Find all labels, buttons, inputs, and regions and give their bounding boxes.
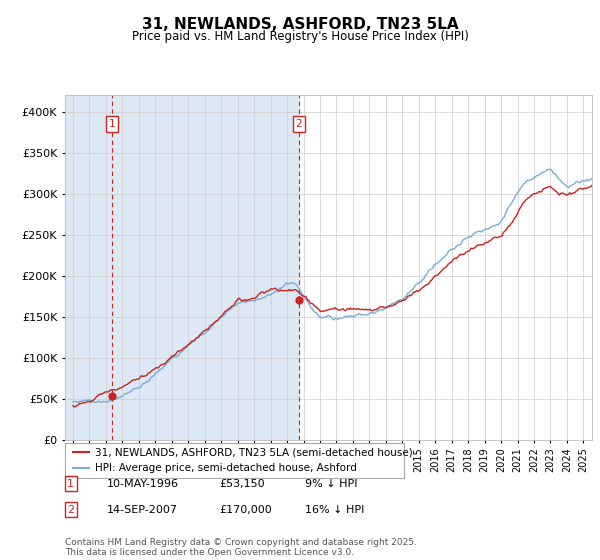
Text: 2: 2 [295, 119, 302, 129]
Text: 1: 1 [109, 119, 115, 129]
Text: £170,000: £170,000 [219, 505, 272, 515]
Text: HPI: Average price, semi-detached house, Ashford: HPI: Average price, semi-detached house,… [95, 463, 357, 473]
Text: 16% ↓ HPI: 16% ↓ HPI [305, 505, 364, 515]
Text: 1: 1 [67, 479, 74, 489]
Text: 10-MAY-1996: 10-MAY-1996 [107, 479, 179, 489]
Text: 2: 2 [67, 505, 74, 515]
Text: 9% ↓ HPI: 9% ↓ HPI [305, 479, 358, 489]
Text: Price paid vs. HM Land Registry's House Price Index (HPI): Price paid vs. HM Land Registry's House … [131, 30, 469, 43]
Bar [65, 95, 299, 440]
Text: 31, NEWLANDS, ASHFORD, TN23 5LA (semi-detached house): 31, NEWLANDS, ASHFORD, TN23 5LA (semi-de… [95, 447, 413, 458]
Text: Contains HM Land Registry data © Crown copyright and database right 2025.
This d: Contains HM Land Registry data © Crown c… [65, 538, 416, 557]
Text: £53,150: £53,150 [219, 479, 265, 489]
Text: 14-SEP-2007: 14-SEP-2007 [107, 505, 178, 515]
Text: 31, NEWLANDS, ASHFORD, TN23 5LA: 31, NEWLANDS, ASHFORD, TN23 5LA [142, 17, 458, 32]
